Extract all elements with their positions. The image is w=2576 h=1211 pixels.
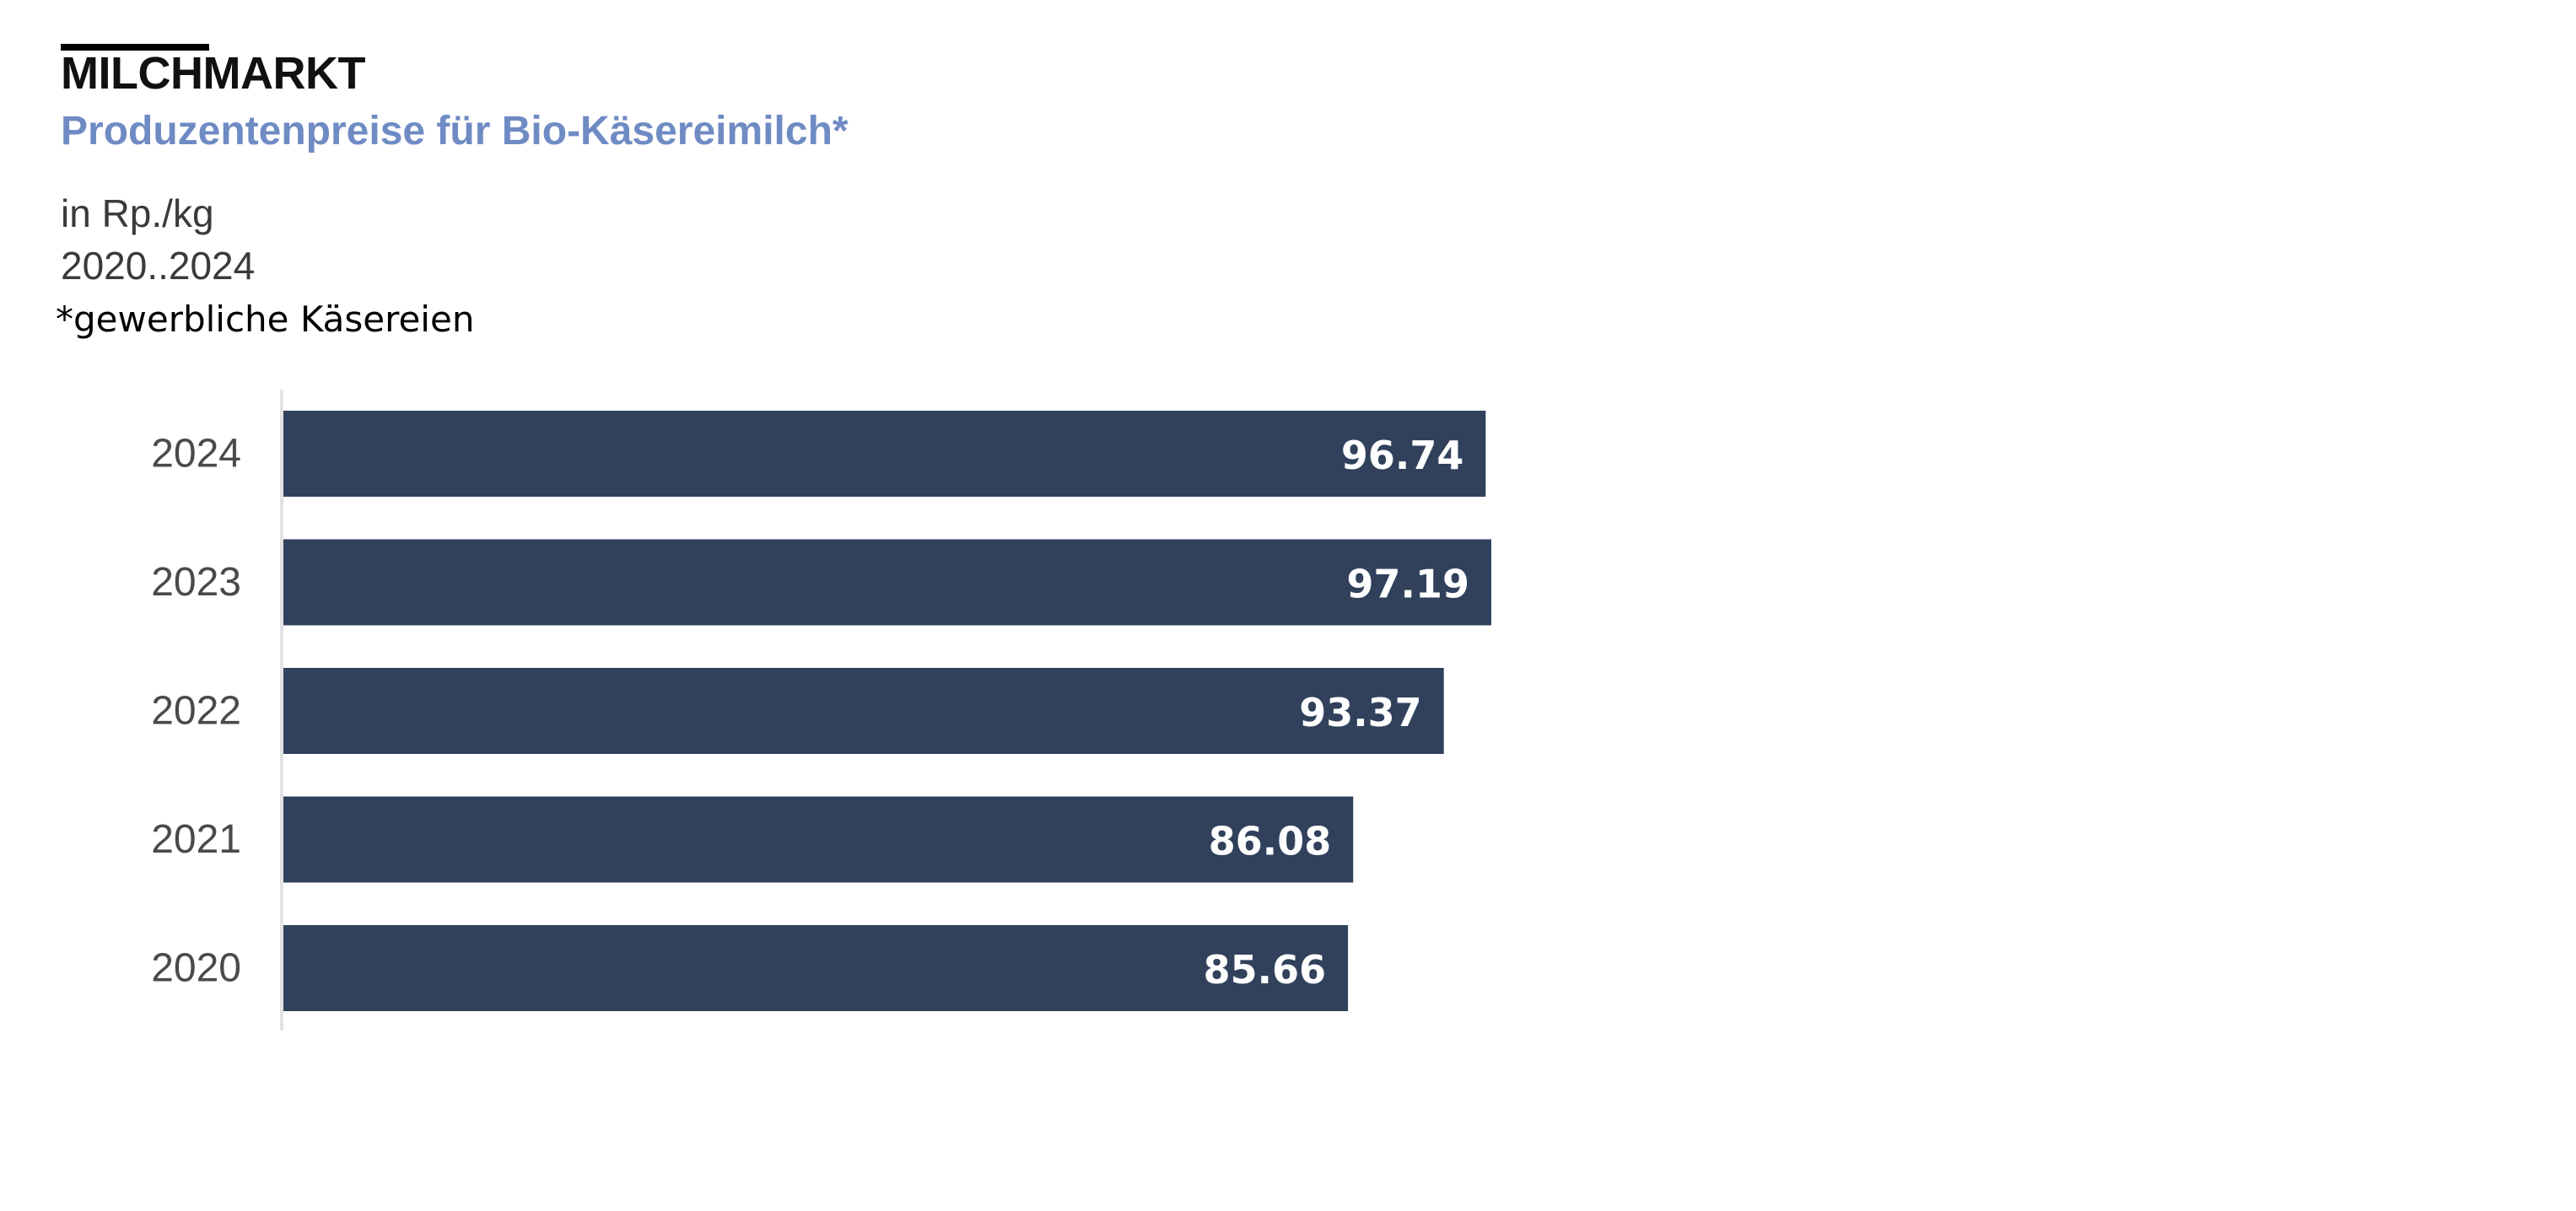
value-label-2021: 86.08 [1209,819,1332,864]
category-label-2021: 2021 [151,817,241,862]
bar-2022 [283,668,1444,754]
chart-subtitle: Produzentenpreise für Bio-Käsereimilch* [61,109,849,153]
category-label-2020: 2020 [151,946,241,991]
brand-title: MILCHMARKT [61,48,365,99]
brand-rule [61,44,209,51]
category-label-2023: 2023 [151,560,241,605]
category-label-2024: 2024 [151,432,241,476]
value-label-2023: 97.19 [1346,562,1469,607]
bar-2020 [283,925,1349,1011]
bar-2021 [283,796,1354,883]
category-label-2022: 2022 [151,689,241,734]
unit-label: in Rp./kg [61,191,214,235]
bar-2023 [283,539,1491,626]
value-label-2022: 93.37 [1299,690,1422,735]
bar-2024 [283,411,1486,497]
bars-group: 2024 96.74 2023 97.19 2022 93.37 2021 86.08 2020… [151,411,1491,1011]
footnote: *gewerbliche Käsereien [56,299,475,340]
value-label-2020: 85.66 [1204,947,1327,993]
value-label-2024: 96.74 [1341,433,1464,478]
period-label: 2020..2024 [61,244,256,288]
